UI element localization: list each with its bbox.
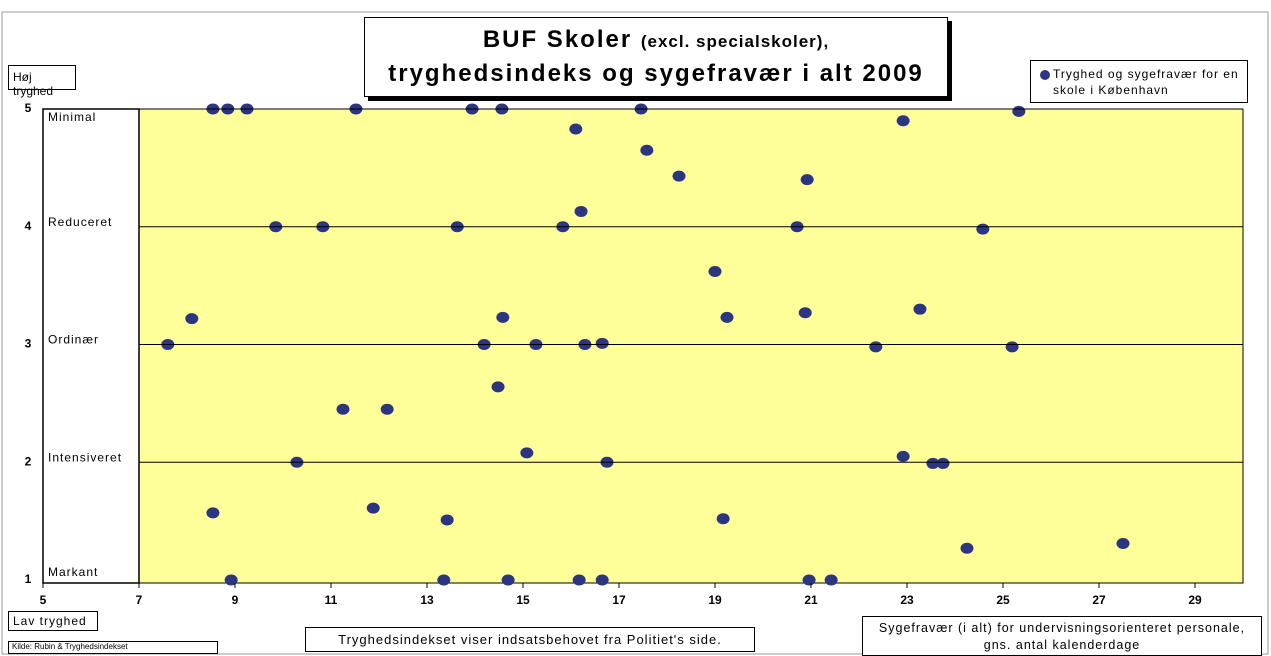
point <box>440 514 454 526</box>
point <box>595 337 609 349</box>
point <box>336 403 350 415</box>
x-tick-label: 15 <box>516 593 530 607</box>
y-tick-label: 4 <box>25 219 32 233</box>
x-tick-label: 9 <box>232 593 239 607</box>
point <box>1116 537 1130 549</box>
point <box>913 303 927 315</box>
y-bottom-label: Lav tryghed <box>8 611 98 631</box>
y-level-label: Ordinær <box>48 333 99 347</box>
chart-title-line2: tryghedsindeks og sygefravær i alt 2009 <box>388 60 924 87</box>
point <box>224 574 238 586</box>
x-tick-label: 5 <box>40 593 47 607</box>
point <box>501 574 515 586</box>
point <box>798 307 812 319</box>
footnote: Tryghedsindekset viser indsatsbehovet fr… <box>305 627 755 652</box>
point <box>574 205 588 217</box>
x-tick-label: 29 <box>1188 593 1202 607</box>
point <box>1012 105 1026 117</box>
point <box>896 115 910 127</box>
x-tick-label: 25 <box>996 593 1010 607</box>
point <box>926 457 940 469</box>
point <box>708 265 722 277</box>
point <box>520 447 534 459</box>
legend: Tryghed og sygefravær for en skole i Køb… <box>1030 60 1248 103</box>
title-line: BUF Skoler (excl. specialskoler), <box>365 26 947 54</box>
point <box>824 574 838 586</box>
point <box>206 507 220 519</box>
point <box>716 513 730 525</box>
x-tick-label: 11 <box>325 593 338 607</box>
point <box>569 123 583 135</box>
level-box <box>42 108 140 584</box>
y-level-label: Intensiveret <box>48 450 122 464</box>
frame <box>1 11 1269 655</box>
point <box>496 311 510 323</box>
point <box>437 574 451 586</box>
point <box>491 381 505 393</box>
legend-label: Tryghed og sygefravær for en skole i Køb… <box>1053 67 1239 97</box>
y-level-label: Reduceret <box>48 215 112 229</box>
x-tick-label: 17 <box>612 593 626 607</box>
legend-swatch <box>1040 70 1050 80</box>
x-tick-label: 23 <box>900 593 914 607</box>
point <box>802 574 816 586</box>
source: Kilde: Rubin & Tryghedsindekset <box>8 641 218 654</box>
y-tick-label: 1 <box>25 572 32 586</box>
point <box>869 341 883 353</box>
x-tick-label: 13 <box>420 593 434 607</box>
x-axis-label: Sygefravær (i alt) for undervisningsorie… <box>862 616 1262 656</box>
point <box>936 457 950 469</box>
chart-title: BUF Skoler <box>482 26 633 53</box>
point <box>672 170 686 182</box>
point <box>366 502 380 514</box>
y-tick-label: 3 <box>25 337 32 351</box>
point <box>720 311 734 323</box>
point <box>976 223 990 235</box>
point <box>380 403 394 415</box>
x-tick-label: 7 <box>136 593 143 607</box>
point <box>1005 341 1019 353</box>
y-tick-label: 5 <box>25 101 32 115</box>
point <box>800 174 814 186</box>
point <box>640 144 654 156</box>
plot-area <box>138 108 1244 584</box>
point <box>896 450 910 462</box>
x-tick-label: 21 <box>804 593 818 607</box>
x-tick-label: 27 <box>1092 593 1106 607</box>
y-level-label: Markant <box>48 565 98 579</box>
x-tick-label: 19 <box>708 593 722 607</box>
point <box>185 313 199 325</box>
point <box>572 574 586 586</box>
title-note: (excl. specialskoler), <box>640 32 830 51</box>
title-box: BUF Skoler (excl. specialskoler), tryghe… <box>364 17 948 97</box>
y-level-label: Minimal <box>48 110 96 124</box>
y-top-label: Høj tryghed <box>8 65 76 98</box>
point <box>595 574 609 586</box>
y-tick-label: 2 <box>25 454 32 468</box>
point <box>960 542 974 554</box>
